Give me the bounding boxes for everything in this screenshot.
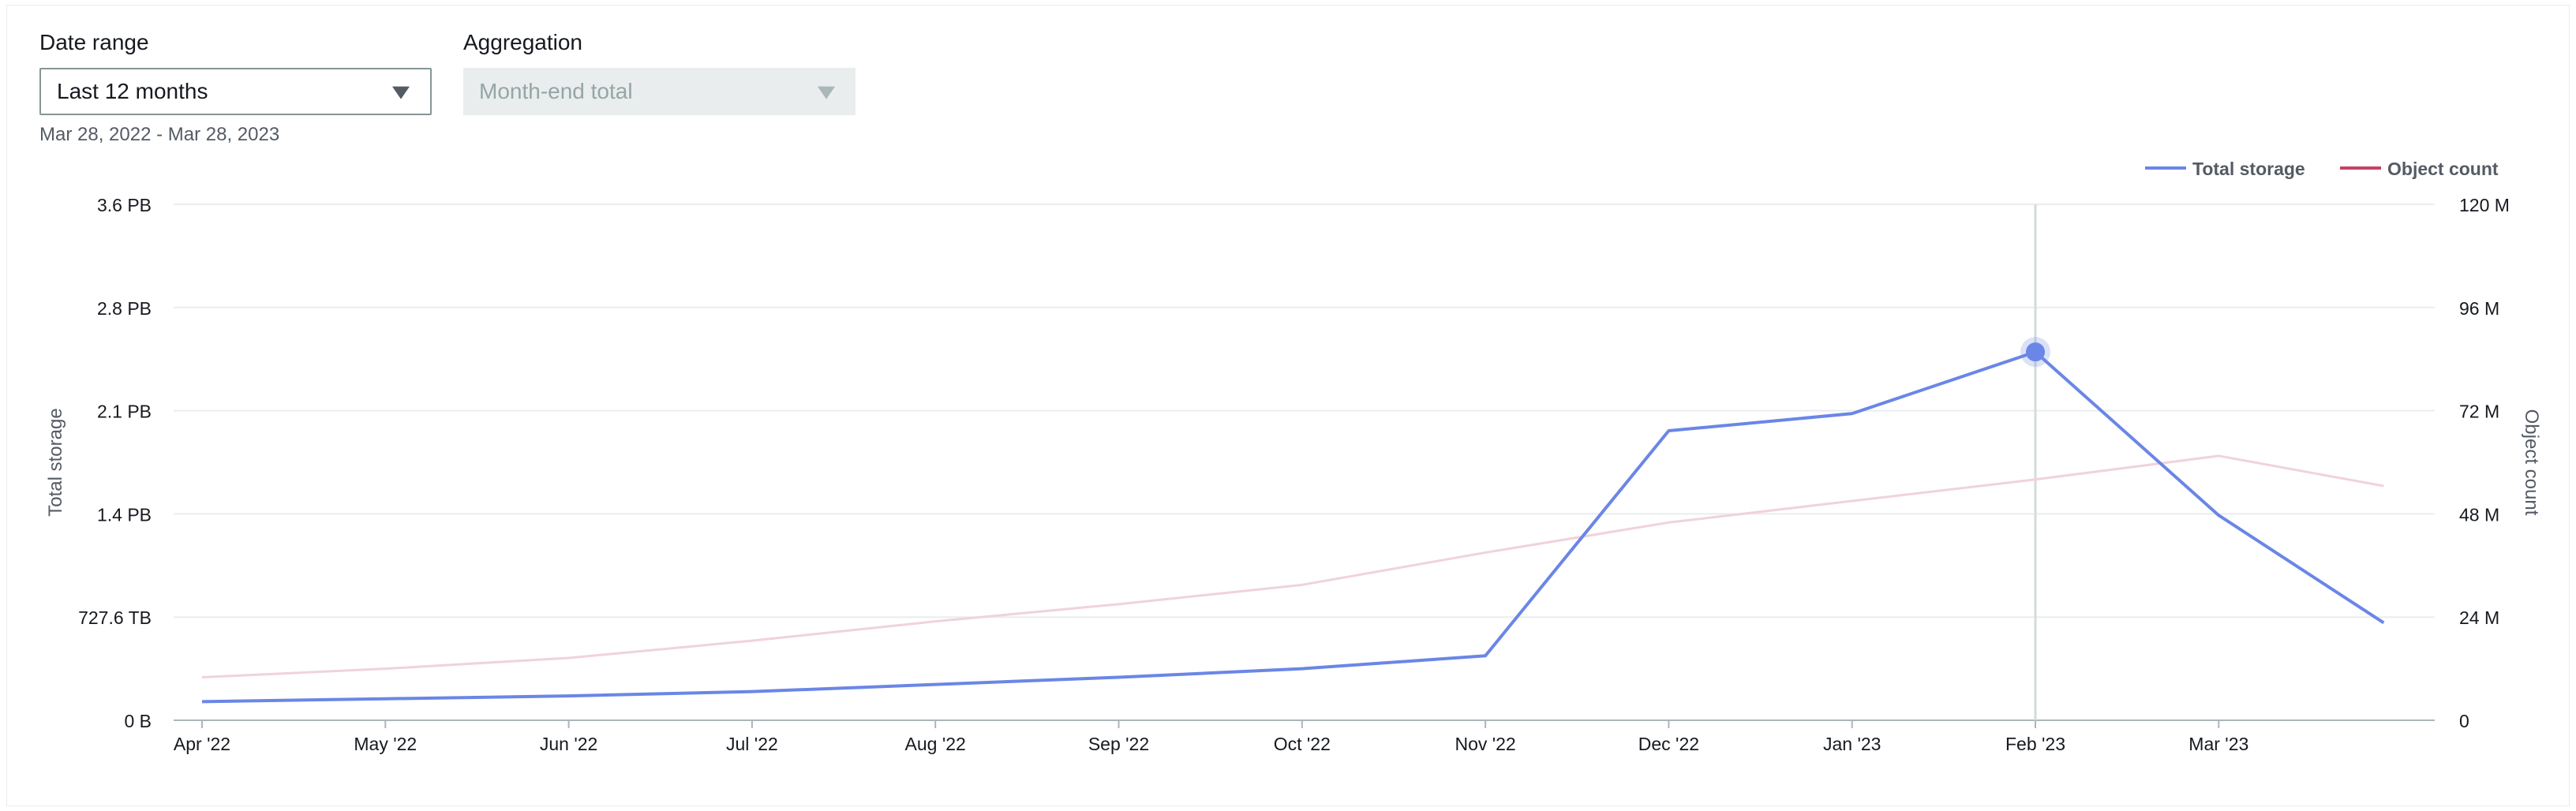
highlight-point: [2026, 342, 2045, 362]
aggregation-select: Month-end total: [463, 68, 856, 115]
series-line-total-storage: [201, 350, 2385, 704]
storage-chart-panel: [6, 5, 2570, 806]
right-tick-label: 72 M: [2459, 402, 2499, 422]
chart-series: [201, 337, 2385, 704]
x-tick-label: Sep '22: [1088, 734, 1149, 754]
x-tick-label: May '22: [354, 734, 417, 754]
left-tick-label: 1.4 PB: [97, 504, 152, 525]
x-tick-label: Feb '23: [2005, 734, 2065, 754]
caret-down-icon: [392, 86, 410, 99]
right-axis-title: Object count: [2521, 409, 2542, 516]
legend-label-total-storage: Total storage: [2192, 159, 2305, 179]
left-axis-title: Total storage: [45, 408, 66, 516]
left-axis-ticks: 0 B 727.6 TB 1.4 PB 2.1 PB 2.8 PB 3.6 PB: [78, 195, 152, 731]
aggregation-value: Month-end total: [479, 79, 633, 103]
left-tick-label: 2.8 PB: [97, 298, 152, 319]
right-tick-label: 96 M: [2459, 298, 2499, 319]
chart-grid: [174, 204, 2435, 721]
right-tick-label: 120 M: [2459, 195, 2510, 215]
chart-legend: Total storage Object count: [2145, 159, 2499, 179]
x-tick-label: Apr '22: [174, 734, 230, 754]
left-tick-label: 2.1 PB: [97, 402, 152, 422]
left-tick-label: 0 B: [124, 711, 152, 731]
x-tick-label: Jul '22: [726, 734, 778, 754]
date-range-label: Date range: [39, 30, 149, 54]
x-axis-ticks: Apr '22 May '22 Jun '22 Jul '22 Aug '22 Sep '…: [174, 720, 2248, 754]
x-tick-label: Dec '22: [1638, 734, 1699, 754]
x-tick-label: Jan '23: [1823, 734, 1881, 754]
caret-down-icon: [818, 86, 835, 99]
legend-label-object-count: Object count: [2387, 159, 2499, 179]
series-line-object-count: [201, 454, 2384, 678]
left-tick-label: 3.6 PB: [97, 195, 152, 215]
right-tick-label: 48 M: [2459, 504, 2499, 525]
date-range-value: Last 12 months: [57, 79, 208, 103]
x-tick-label: Nov '22: [1455, 734, 1515, 754]
x-tick-label: Aug '22: [905, 734, 966, 754]
right-tick-label: 0: [2459, 711, 2469, 731]
x-tick-label: Oct '22: [1274, 734, 1331, 754]
date-range-text: Mar 28, 2022 - Mar 28, 2023: [39, 124, 280, 145]
left-tick-label: 727.6 TB: [78, 607, 152, 628]
x-tick-label: Mar '23: [2188, 734, 2248, 754]
right-tick-label: 24 M: [2459, 607, 2499, 628]
right-axis-ticks: 0 24 M 48 M 72 M 96 M 120 M: [2459, 195, 2510, 731]
x-tick-label: Jun '22: [540, 734, 597, 754]
aggregation-label: Aggregation: [463, 30, 583, 54]
date-range-select[interactable]: Last 12 months: [39, 68, 432, 115]
